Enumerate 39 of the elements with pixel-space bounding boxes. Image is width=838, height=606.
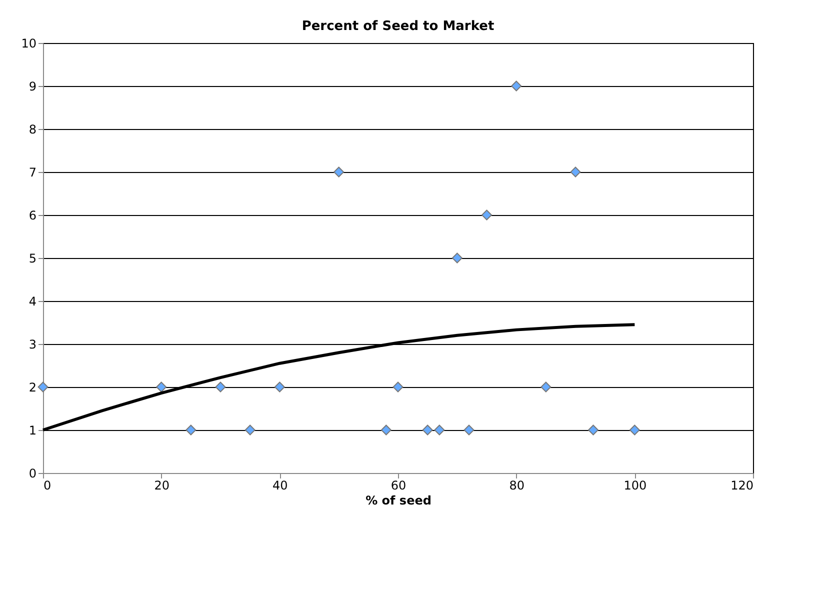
y-tick-label: 1 — [28, 424, 36, 438]
point — [38, 382, 48, 392]
y-tick-label: 6 — [28, 208, 36, 222]
point — [422, 424, 433, 436]
x-tick-label: 40 — [272, 478, 288, 492]
x-axis-title: % of seed — [366, 494, 432, 508]
x-tick-label: 120 — [730, 478, 754, 492]
point — [570, 166, 581, 178]
point — [629, 424, 640, 436]
point — [215, 382, 226, 392]
point — [274, 382, 285, 392]
point — [464, 424, 474, 436]
x-tick-label: 20 — [154, 478, 170, 492]
point — [156, 382, 167, 392]
point — [482, 210, 492, 220]
y-tick-label: 8 — [28, 122, 36, 136]
x-tick-label: 80 — [509, 478, 524, 492]
point — [511, 80, 522, 92]
y-tick-label: 10 — [21, 36, 36, 50]
y-tick-label: 0 — [28, 466, 36, 480]
x-tick-label: 0 — [44, 478, 52, 492]
point — [540, 382, 552, 392]
y-tick-label: 4 — [28, 294, 36, 308]
point — [244, 424, 256, 436]
point — [380, 424, 392, 436]
point — [434, 424, 445, 436]
y-tick-label: 3 — [28, 338, 36, 352]
point — [588, 424, 598, 436]
point — [186, 424, 196, 436]
point — [452, 252, 462, 264]
point — [334, 166, 344, 178]
y-tick-label: 7 — [28, 166, 36, 180]
x-tick-label: 60 — [390, 478, 406, 492]
y-tick-label: 9 — [28, 80, 36, 94]
y-tick-label: 5 — [28, 252, 36, 266]
y-tick-label: 2 — [28, 380, 36, 394]
point — [392, 382, 404, 392]
x-tick-label: 100 — [624, 478, 647, 492]
chart-title: Percent of Seed to Market — [302, 19, 494, 34]
